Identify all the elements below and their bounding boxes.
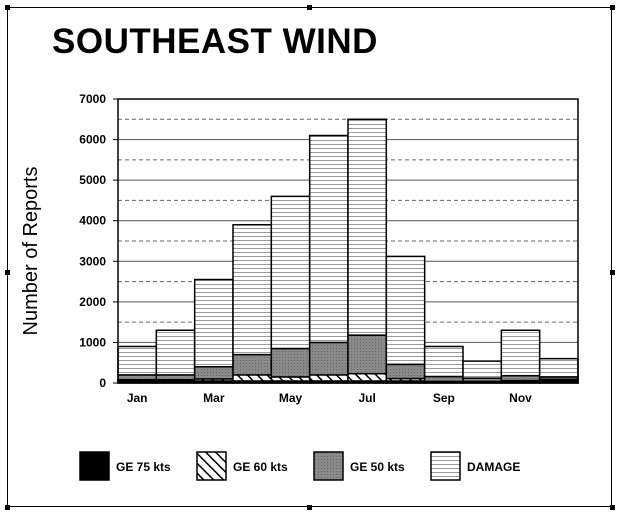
bar-segment-ge-60-kts bbox=[308, 374, 349, 382]
resize-handle-middle-left[interactable] bbox=[5, 270, 10, 275]
y-tick-label: 0 bbox=[99, 376, 106, 390]
resize-handle-bottom-right[interactable] bbox=[610, 505, 615, 510]
bar-segment-damage bbox=[385, 255, 426, 366]
bar-segment-ge-50-kts bbox=[232, 353, 273, 376]
y-tick-label: 5000 bbox=[79, 173, 106, 187]
resize-handle-bottom-left[interactable] bbox=[5, 505, 10, 510]
resize-handle-bottom-center[interactable] bbox=[307, 505, 312, 510]
bar-segment-damage bbox=[155, 329, 196, 376]
plot-area-border bbox=[117, 98, 579, 384]
resize-handle-top-left[interactable] bbox=[5, 5, 10, 10]
y-axis-title: Number of Reports bbox=[20, 167, 42, 336]
bar-segment-damage bbox=[347, 118, 388, 336]
y-tick-label: 6000 bbox=[79, 133, 106, 147]
x-tick-label: Mar bbox=[203, 391, 225, 405]
y-tick-label: 3000 bbox=[79, 254, 106, 268]
bar-segment-ge-50-kts bbox=[193, 366, 234, 380]
legend-swatch-ge-75-kts bbox=[79, 451, 110, 481]
x-tick-label: Jul bbox=[358, 391, 375, 405]
bar-segment-ge-60-kts bbox=[347, 372, 388, 382]
bar-segment-damage bbox=[500, 329, 541, 377]
bar-segment-damage bbox=[462, 360, 503, 379]
legend-swatch-ge-50-kts bbox=[313, 451, 344, 481]
legend-label-ge-75-kts: GE 75 kts bbox=[116, 460, 171, 474]
bar-segment-damage bbox=[538, 357, 579, 378]
resize-handle-middle-right[interactable] bbox=[610, 270, 615, 275]
bar-segment-ge-50-kts bbox=[347, 334, 388, 375]
bar-segment-damage bbox=[423, 345, 464, 378]
bar-segment-ge-50-kts bbox=[270, 347, 311, 378]
legend-swatch-damage bbox=[430, 451, 461, 481]
bar-segment-ge-50-kts bbox=[385, 363, 426, 380]
resize-handle-top-center[interactable] bbox=[307, 5, 312, 10]
bar-segment-damage bbox=[270, 195, 311, 350]
bar-segment-ge-60-kts bbox=[232, 374, 273, 382]
bar-segment-damage bbox=[308, 134, 349, 344]
x-tick-label: Sep bbox=[433, 391, 455, 405]
x-tick-label: Nov bbox=[509, 391, 532, 405]
chart-title: SOUTHEAST WIND bbox=[52, 22, 378, 61]
bar-segment-damage bbox=[232, 224, 273, 356]
x-tick-label: Jan bbox=[127, 391, 148, 405]
legend-label-ge-60-kts: GE 60 kts bbox=[233, 460, 288, 474]
resize-handle-top-right[interactable] bbox=[610, 5, 615, 10]
legend-swatch-ge-60-kts bbox=[196, 451, 227, 481]
bar-segment-ge-50-kts bbox=[308, 341, 349, 376]
y-tick-label: 4000 bbox=[79, 214, 106, 228]
legend-label-ge-50-kts: GE 50 kts bbox=[350, 460, 405, 474]
bar-segment-damage bbox=[117, 345, 158, 376]
bar-segment-damage bbox=[193, 278, 234, 368]
x-tick-label: May bbox=[279, 391, 303, 405]
y-tick-label: 1000 bbox=[79, 335, 106, 349]
y-tick-label: 7000 bbox=[79, 92, 106, 106]
legend-label-damage: DAMAGE bbox=[467, 460, 520, 474]
y-tick-label: 2000 bbox=[79, 295, 106, 309]
